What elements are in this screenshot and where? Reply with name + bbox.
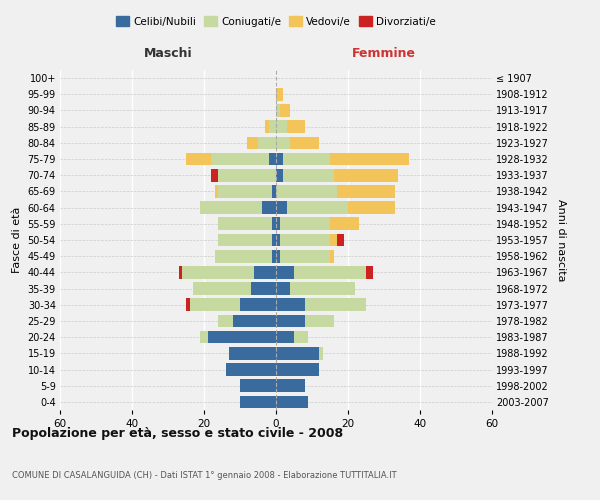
Bar [334, 169, 398, 181]
Text: Maschi: Maschi [143, 48, 193, 60]
Bar [218, 314, 233, 328]
Bar [272, 234, 276, 246]
Bar [240, 396, 276, 408]
Bar [211, 169, 218, 181]
Text: Popolazione per età, sesso e stato civile - 2008: Popolazione per età, sesso e stato civil… [12, 427, 343, 440]
Bar [280, 250, 330, 262]
Bar [233, 314, 276, 328]
Bar [226, 363, 276, 376]
Bar [337, 185, 395, 198]
Bar [276, 331, 294, 344]
Bar [283, 169, 334, 181]
Bar [215, 250, 272, 262]
Bar [294, 266, 366, 278]
Bar [294, 331, 308, 344]
Bar [265, 120, 269, 133]
Bar [276, 152, 283, 166]
Text: Femmine: Femmine [352, 48, 416, 60]
Bar [276, 314, 305, 328]
Bar [280, 104, 290, 117]
Bar [276, 298, 305, 311]
Bar [276, 363, 319, 376]
Bar [305, 298, 366, 311]
Bar [218, 218, 272, 230]
Bar [251, 282, 276, 295]
Text: COMUNE DI CASALANGUIDA (CH) - Dati ISTAT 1° gennaio 2008 - Elaborazione TUTTITAL: COMUNE DI CASALANGUIDA (CH) - Dati ISTAT… [12, 471, 397, 480]
Bar [348, 202, 395, 214]
Bar [276, 380, 305, 392]
Bar [190, 298, 240, 311]
Bar [272, 250, 276, 262]
Bar [262, 202, 276, 214]
Bar [290, 136, 319, 149]
Bar [287, 120, 305, 133]
Bar [276, 282, 290, 295]
Bar [330, 234, 337, 246]
Bar [215, 185, 218, 198]
Bar [269, 120, 276, 133]
Bar [200, 331, 208, 344]
Bar [330, 218, 359, 230]
Bar [218, 185, 272, 198]
Bar [229, 347, 276, 360]
Bar [200, 202, 262, 214]
Bar [182, 266, 254, 278]
Bar [211, 152, 269, 166]
Bar [218, 234, 272, 246]
Bar [276, 185, 337, 198]
Y-axis label: Fasce di età: Fasce di età [12, 207, 22, 273]
Bar [276, 234, 280, 246]
Bar [179, 266, 182, 278]
Y-axis label: Anni di nascita: Anni di nascita [556, 198, 566, 281]
Bar [276, 266, 294, 278]
Bar [330, 152, 409, 166]
Bar [290, 282, 355, 295]
Bar [276, 396, 308, 408]
Bar [337, 234, 344, 246]
Bar [276, 347, 319, 360]
Bar [276, 104, 280, 117]
Bar [276, 136, 290, 149]
Bar [247, 136, 258, 149]
Legend: Celibi/Nubili, Coniugati/e, Vedovi/e, Divorziati/e: Celibi/Nubili, Coniugati/e, Vedovi/e, Di… [112, 12, 440, 31]
Bar [240, 298, 276, 311]
Bar [276, 218, 280, 230]
Bar [280, 218, 330, 230]
Bar [258, 136, 276, 149]
Bar [287, 202, 348, 214]
Bar [193, 282, 251, 295]
Bar [208, 331, 276, 344]
Bar [276, 120, 287, 133]
Bar [218, 169, 276, 181]
Bar [276, 202, 287, 214]
Bar [366, 266, 373, 278]
Bar [254, 266, 276, 278]
Bar [186, 152, 211, 166]
Bar [276, 250, 280, 262]
Bar [269, 152, 276, 166]
Bar [330, 250, 334, 262]
Bar [280, 234, 330, 246]
Bar [276, 88, 283, 101]
Bar [240, 380, 276, 392]
Bar [272, 185, 276, 198]
Bar [272, 218, 276, 230]
Bar [276, 169, 283, 181]
Bar [283, 152, 330, 166]
Bar [186, 298, 190, 311]
Bar [319, 347, 323, 360]
Bar [305, 314, 334, 328]
